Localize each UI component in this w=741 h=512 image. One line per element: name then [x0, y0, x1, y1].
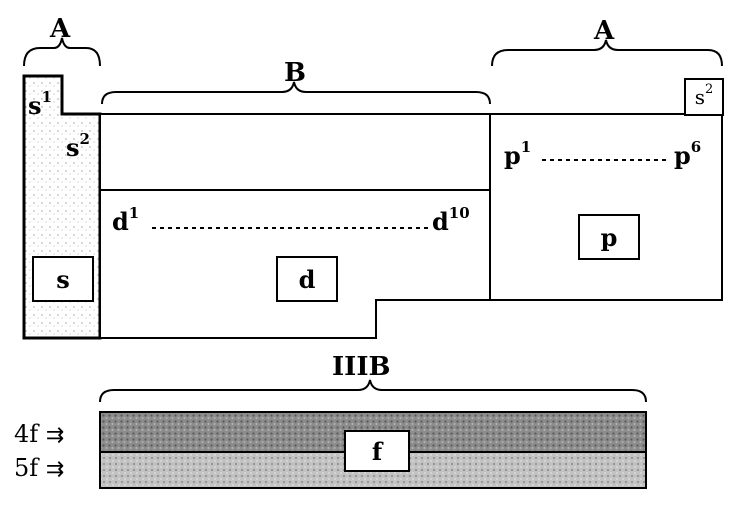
group-label-a-right: A — [594, 16, 615, 46]
f-row-5f-label: 5f ⇉ — [14, 454, 65, 482]
d-series-start: d1 — [112, 204, 140, 236]
p-series-start: p1 — [504, 138, 532, 170]
p-series-end: p6 — [674, 138, 702, 170]
arrow-icon: ⇉ — [45, 423, 65, 448]
d-series-end: d10 — [432, 204, 470, 236]
p-block-label: p — [578, 214, 640, 260]
d-block-label: d — [276, 256, 338, 302]
f-row-4f-label: 4f ⇉ — [14, 420, 65, 448]
group-label-iiib: IIIB — [332, 352, 391, 382]
s-block-config-s1: s1 — [28, 88, 52, 120]
bracket-f-iiib — [99, 379, 647, 403]
s-block-label: s — [32, 256, 94, 302]
group-label-b: B — [284, 58, 306, 88]
arrow-icon: ⇉ — [45, 457, 65, 482]
bracket-left-a — [23, 37, 101, 67]
group-label-a-left: A — [50, 14, 71, 44]
f-block-label: f — [344, 430, 410, 472]
s-block-config-s2: s2 — [66, 130, 90, 162]
bracket-right-a — [491, 39, 723, 67]
bracket-middle-b — [101, 81, 491, 105]
